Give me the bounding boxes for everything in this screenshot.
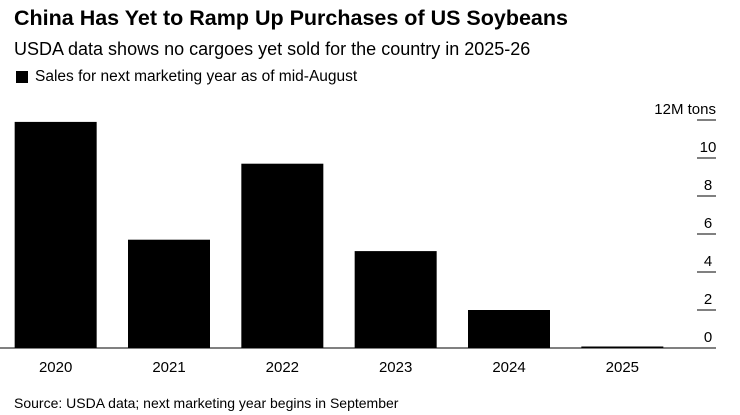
bar-2024 [468,310,550,348]
bar-2023 [354,251,437,348]
legend: Sales for next marketing year as of mid-… [16,68,357,86]
y-tick-label-8: 8 [704,177,712,194]
legend-label: Sales for next marketing year as of mid-… [35,68,358,85]
bar-2022 [241,163,324,348]
x-tick-label-2020: 2020 [39,359,72,376]
bar-2021 [128,239,210,348]
bar-2020 [14,121,97,349]
source-note: Source: USDA data; next marketing year b… [14,395,399,411]
y-tick-label-4: 4 [704,253,712,270]
legend-swatch [16,71,28,83]
bar-chart: 2020 2021 2022 2023 2024 2025 0 2 4 6 8 10 12M tons [0,101,717,376]
y-tick-label-10: 10 [700,139,717,156]
y-tick-label-6: 6 [704,215,712,232]
x-tick-label-2025: 2025 [606,359,639,376]
y-axis-unit-label: 12M tons [654,101,716,118]
x-tick-label-2023: 2023 [379,359,412,376]
y-tick-label-0: 0 [704,329,712,346]
y-tick-label-2: 2 [704,291,712,308]
chart-title: China Has Yet to Ramp Up Purchases of US… [14,6,568,30]
x-tick-label-2024: 2024 [492,359,525,376]
x-tick-label-2021: 2021 [152,359,185,376]
chart-subtitle: USDA data shows no cargoes yet sold for … [14,39,531,59]
bar-2025 [581,346,664,348]
x-tick-label-2022: 2022 [266,359,299,376]
